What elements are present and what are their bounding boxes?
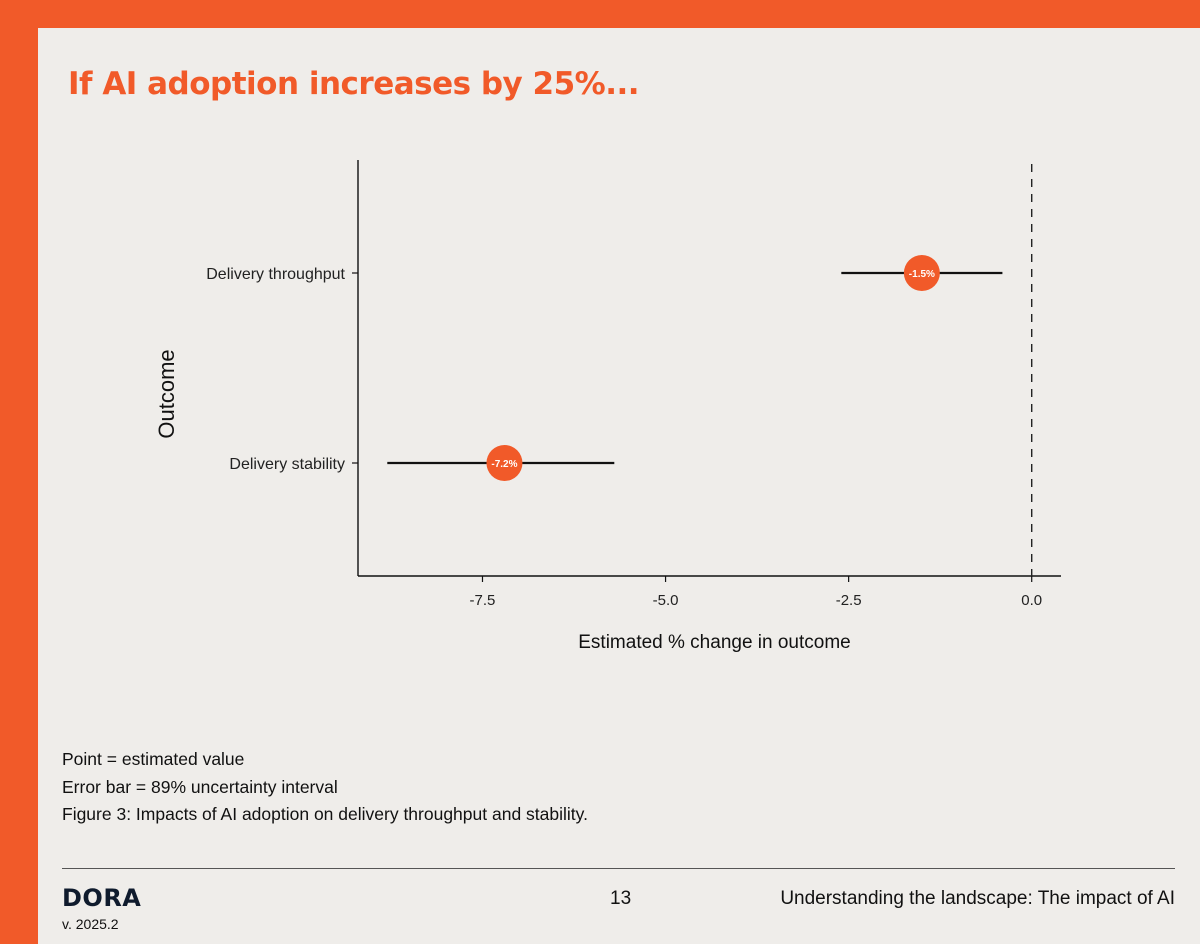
- version-label: v. 2025.2: [62, 916, 119, 932]
- point-value-label: -1.5%: [909, 269, 935, 280]
- effect-chart: -7.5 -5.0 -2.5 0.0 Estimated % change in out…: [154, 160, 1061, 653]
- figure-notes: Point = estimated value Error bar = 89% …: [62, 746, 588, 829]
- page-title: If AI adoption increases by 25%...: [68, 66, 640, 102]
- section-title: Understanding the landscape: The impact …: [780, 888, 1175, 909]
- x-tick-label: 0.0: [1021, 592, 1042, 609]
- footer-divider: [62, 868, 1175, 869]
- estimate-point: [486, 445, 523, 481]
- figure-caption: Figure 3: Impacts of AI adoption on deli…: [62, 804, 588, 824]
- category-label: Delivery throughput: [206, 266, 345, 283]
- page-number: 13: [610, 888, 632, 909]
- x-tick-label: -5.0: [653, 592, 679, 609]
- report-page: If AI adoption increases by 25%... -7.5-…: [38, 28, 1200, 944]
- x-axis-label: Estimated % change in outcome: [578, 632, 851, 653]
- x-tick-label: -2.5: [836, 592, 862, 609]
- estimate-point: [903, 255, 940, 291]
- note-error-bar: Error bar = 89% uncertainty interval: [62, 776, 338, 797]
- point-value-label: -7.2%: [491, 459, 517, 470]
- y-axis-label: Outcome: [154, 349, 179, 438]
- note-point: Point = estimated value: [62, 749, 245, 769]
- x-tick-label: -7.5: [470, 592, 496, 609]
- brand-logo: DORA: [62, 884, 142, 912]
- category-label: Delivery stability: [229, 456, 345, 473]
